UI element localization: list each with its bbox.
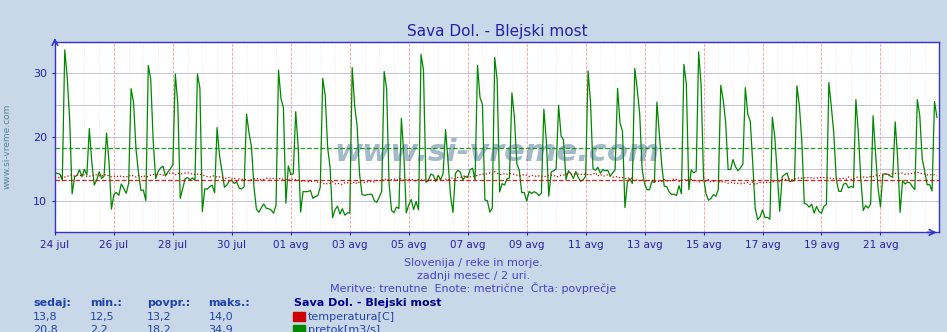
Text: www.si-vreme.com: www.si-vreme.com [334,138,660,167]
Text: 34,9: 34,9 [208,325,233,332]
Text: pretok[m3/s]: pretok[m3/s] [308,325,380,332]
Text: Sava Dol. - Blejski most: Sava Dol. - Blejski most [294,298,441,308]
Text: Slovenija / reke in morje.: Slovenija / reke in morje. [404,258,543,268]
Text: min.:: min.: [90,298,122,308]
Text: 13,8: 13,8 [33,312,58,322]
Text: zadnji mesec / 2 uri.: zadnji mesec / 2 uri. [417,271,530,281]
Text: 18,2: 18,2 [147,325,171,332]
Text: Meritve: trenutne  Enote: metrične  Črta: povprečje: Meritve: trenutne Enote: metrične Črta: … [331,282,616,294]
Text: 12,5: 12,5 [90,312,115,322]
Text: www.si-vreme.com: www.si-vreme.com [3,103,12,189]
Text: temperatura[C]: temperatura[C] [308,312,395,322]
Text: 2,2: 2,2 [90,325,108,332]
Text: maks.:: maks.: [208,298,250,308]
Text: 13,2: 13,2 [147,312,171,322]
Text: 14,0: 14,0 [208,312,233,322]
Text: 20,8: 20,8 [33,325,58,332]
Text: povpr.:: povpr.: [147,298,190,308]
Text: sedaj:: sedaj: [33,298,71,308]
Title: Sava Dol. - Blejski most: Sava Dol. - Blejski most [407,24,587,39]
